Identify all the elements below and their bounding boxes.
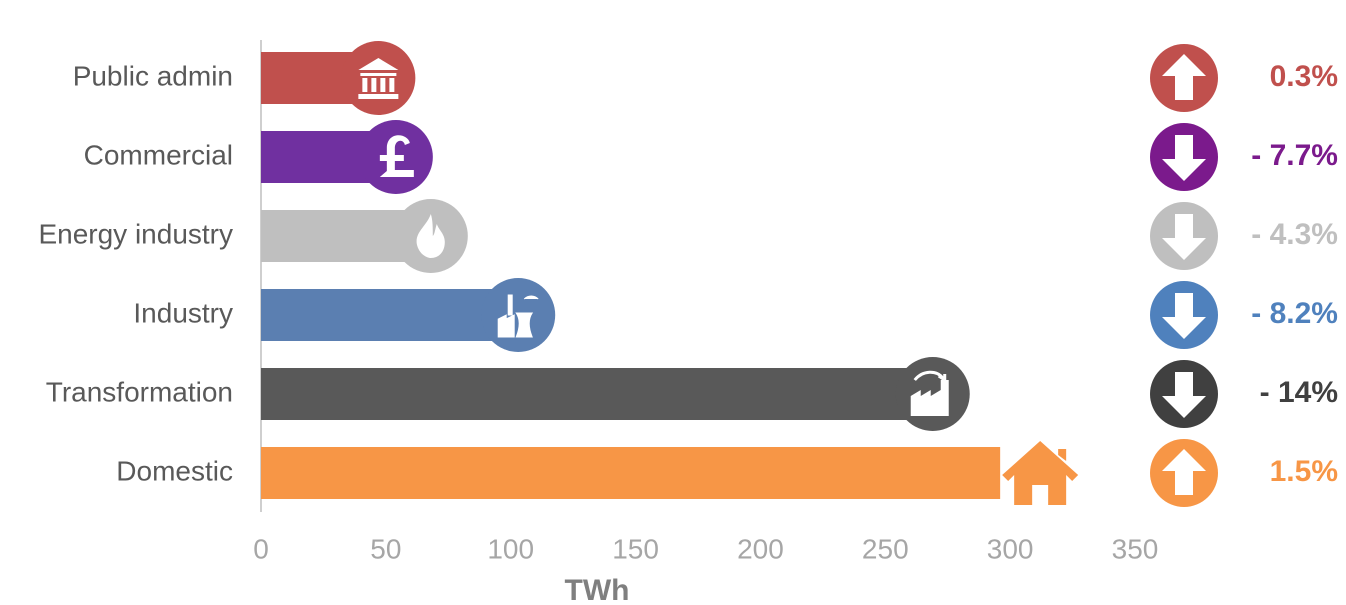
x-tick-label: 100 (487, 533, 534, 564)
change-label: - 4.3% (1251, 218, 1338, 251)
change-indicator (1150, 44, 1218, 112)
recycle-icon (913, 370, 947, 383)
category-icon (341, 41, 416, 115)
flame-icon (416, 214, 445, 258)
bar (261, 368, 933, 420)
change-indicator (1150, 439, 1218, 507)
bar (261, 447, 1001, 499)
bank-icon (358, 58, 399, 99)
category-icon (1002, 441, 1079, 505)
y-tick-label: Industry (133, 297, 233, 328)
change-indicator (1150, 360, 1218, 428)
change-indicator (1150, 202, 1218, 270)
x-tick-label: 250 (862, 533, 909, 564)
y-tick-label: Commercial (84, 139, 233, 170)
change-label: 0.3% (1270, 60, 1338, 93)
x-tick-label: 150 (612, 533, 659, 564)
icon-circle (341, 41, 416, 115)
x-tick-label: 300 (987, 533, 1034, 564)
category-icon (393, 199, 468, 273)
change-indicator (1150, 281, 1218, 349)
change-label: - 7.7% (1251, 139, 1338, 172)
icon-circle (895, 357, 970, 431)
change-arrow (1162, 214, 1206, 260)
house-icon (1002, 441, 1079, 505)
category-icon (358, 120, 433, 194)
category-icon (895, 357, 970, 431)
y-tick-label: Transformation (46, 376, 233, 407)
x-tick-label: 350 (1112, 533, 1159, 564)
x-tick-label: 50 (370, 533, 401, 564)
change-label: - 8.2% (1251, 297, 1338, 330)
change-arrow (1162, 54, 1206, 100)
category-icon (481, 278, 556, 352)
x-tick-label: 0 (253, 533, 269, 564)
pound-icon (379, 135, 414, 177)
change-arrow (1162, 135, 1206, 181)
change-arrow (1162, 449, 1206, 495)
change-label: - 14% (1260, 376, 1338, 409)
factory-icon (910, 380, 949, 416)
change-arrow (1162, 293, 1206, 339)
change-arrow (1162, 372, 1206, 418)
y-tick-label: Public admin (73, 60, 233, 91)
bar (261, 289, 519, 341)
change-label: 1.5% (1270, 455, 1338, 488)
x-axis-label: TWh (565, 574, 630, 605)
change-indicator (1150, 123, 1218, 191)
y-tick-label: Domestic (116, 455, 233, 486)
x-tick-label: 200 (737, 533, 784, 564)
y-tick-label: Energy industry (38, 218, 233, 249)
factory-icon (497, 294, 539, 338)
